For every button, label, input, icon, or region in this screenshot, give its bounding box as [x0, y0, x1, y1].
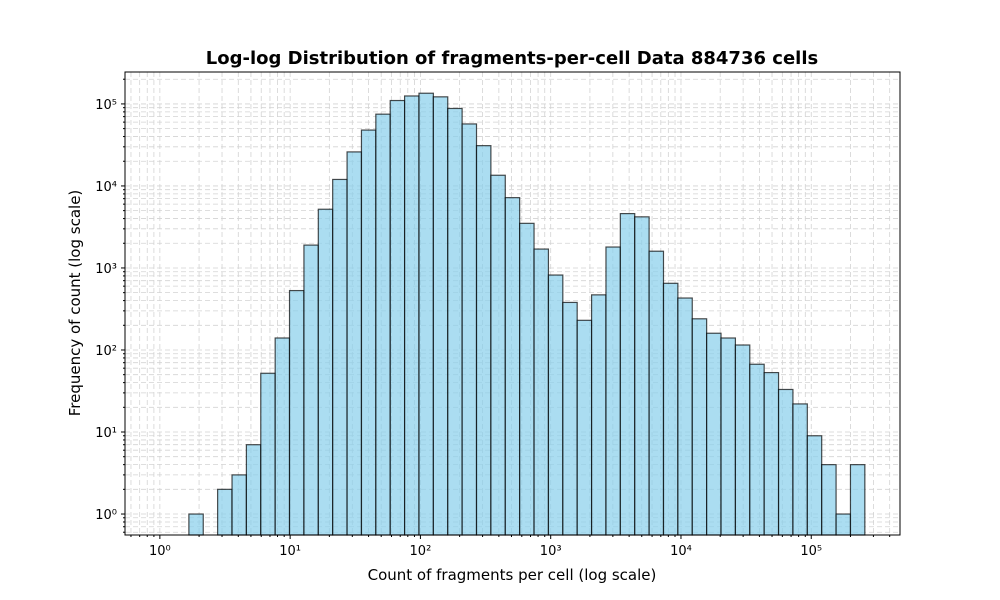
- bar: [303, 244, 319, 536]
- bar: [720, 337, 737, 536]
- bar: [490, 174, 506, 536]
- bar: [447, 107, 463, 536]
- y-tick-label: 10⁴: [95, 180, 117, 195]
- bar: [533, 248, 550, 536]
- bar: [576, 319, 593, 536]
- x-tick-label: 10¹: [279, 544, 301, 559]
- bar: [835, 513, 852, 536]
- bar: [389, 99, 406, 536]
- x-tick-label: 10⁵: [800, 544, 822, 559]
- bar: [346, 151, 363, 536]
- y-tick-label: 10⁵: [95, 98, 117, 113]
- bar: [677, 297, 693, 536]
- bar: [260, 372, 276, 536]
- bar: [691, 318, 708, 536]
- bar: [432, 96, 449, 536]
- bar: [562, 301, 578, 536]
- bar: [763, 371, 780, 536]
- bar: [648, 250, 665, 536]
- bar: [749, 363, 765, 536]
- bar: [734, 344, 751, 536]
- x-tick-label: 10²: [410, 544, 432, 559]
- bar: [418, 92, 434, 536]
- plot-frame: [124, 71, 901, 536]
- bar: [288, 289, 305, 536]
- chart-title: Log-log Distribution of fragments-per-ce…: [206, 48, 818, 69]
- bar: [590, 294, 607, 536]
- bar: [706, 332, 722, 536]
- y-tick-label: 10⁰: [95, 508, 117, 523]
- bar: [634, 216, 650, 536]
- bar: [332, 178, 348, 536]
- bar: [662, 282, 679, 536]
- bar: [475, 145, 492, 536]
- bar: [317, 208, 334, 536]
- x-tick-label: 10³: [540, 544, 562, 559]
- y-axis-label: Frequency of count (log scale): [66, 190, 84, 417]
- bar: [605, 246, 621, 536]
- bar: [188, 513, 204, 536]
- bar: [849, 464, 866, 536]
- y-tick-label: 10¹: [95, 426, 117, 441]
- x-tick-label: 10⁰: [149, 544, 171, 559]
- bar: [547, 274, 564, 536]
- y-tick-label: 10²: [95, 344, 117, 359]
- bar: [403, 95, 420, 536]
- bar: [821, 464, 837, 536]
- bar: [792, 403, 808, 536]
- bar: [217, 488, 233, 536]
- bar: [777, 388, 794, 536]
- x-tick-label: 10⁴: [670, 544, 692, 559]
- bar: [375, 113, 391, 536]
- bar: [461, 123, 478, 536]
- bar: [504, 197, 521, 536]
- bar: [231, 474, 247, 536]
- bar: [360, 129, 377, 536]
- bar: [274, 337, 291, 536]
- bar: [519, 222, 535, 536]
- bar: [619, 213, 636, 536]
- y-tick-label: 10³: [95, 262, 117, 277]
- bar: [245, 444, 262, 536]
- x-axis-label: Count of fragments per cell (log scale): [368, 566, 657, 584]
- bar: [806, 435, 823, 536]
